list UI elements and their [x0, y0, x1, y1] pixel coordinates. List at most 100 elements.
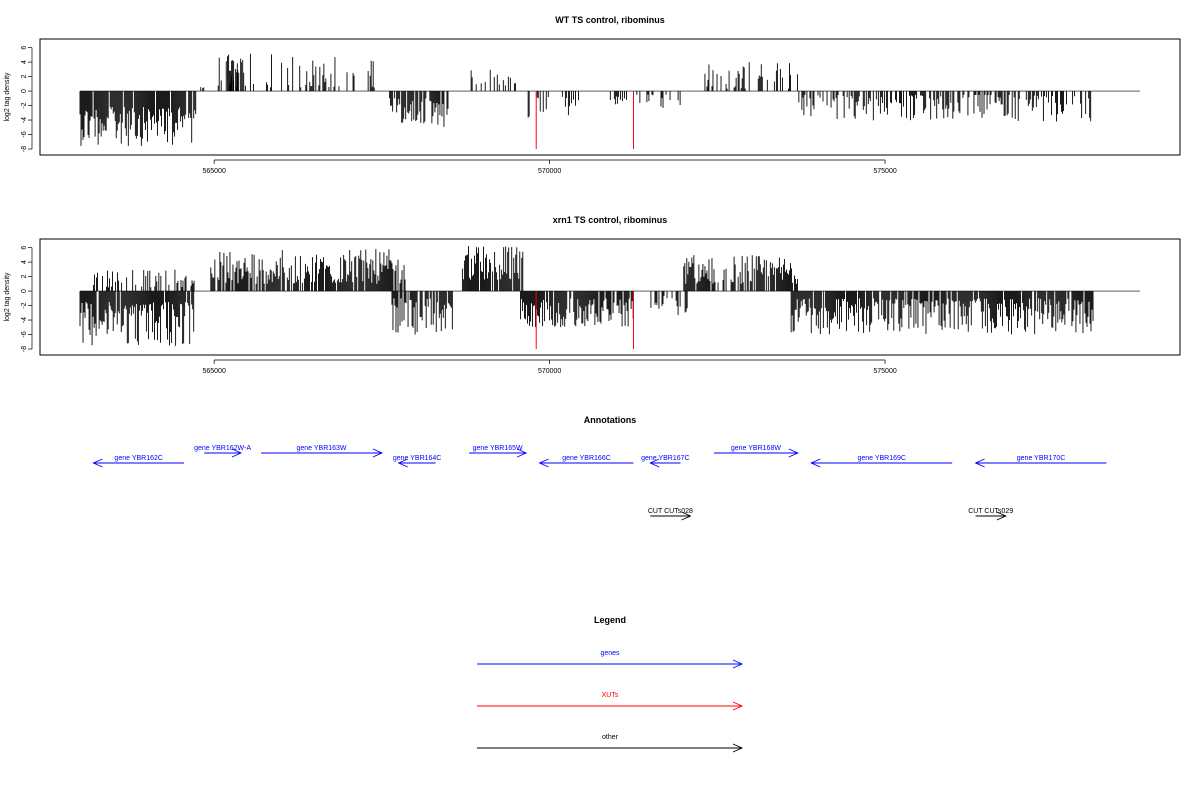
bar-segment: [79, 91, 197, 146]
track-panel-wt: WT TS control, ribominus log2 tag densit…: [4, 15, 1181, 175]
gene-label: gene YBR167C: [641, 455, 690, 462]
annotation-items: gene YBR162C gene YBR162W-A gene YBR163W ge…: [92, 445, 1107, 521]
legend: Legend genes XUTs other: [477, 615, 744, 753]
bar-segment: [636, 91, 681, 108]
arrowhead: [649, 458, 660, 468]
plot-frame-xrn1: [39, 238, 1181, 356]
gene-annotation: gene YBR170C: [974, 455, 1107, 468]
gene-label: gene YBR166C: [562, 455, 611, 462]
gene-label: gene YBR168W: [731, 445, 781, 452]
bar-segment: [79, 291, 195, 346]
x-axis-wt: 565000 570000 575000: [202, 159, 897, 175]
gene-label: gene YBR162W-A: [194, 445, 251, 452]
y-axis-label-xrn1: log2 tag density: [4, 272, 11, 322]
y-tick-label: 0: [21, 289, 28, 293]
gene-annotation: gene YBR169C: [810, 455, 953, 468]
bar-segment: [92, 269, 195, 292]
bar-segment: [227, 54, 245, 92]
other-label: CUT CUTs028: [648, 508, 693, 515]
x-tick-label: 575000: [873, 368, 896, 375]
bar-segment: [650, 291, 688, 316]
y-tick-label: -2: [21, 302, 28, 308]
bar-segment: [519, 291, 634, 328]
x-tick-label: 570000: [538, 168, 561, 175]
x-axis-xrn1: 565000 570000 575000: [202, 359, 897, 375]
arrowhead: [974, 458, 985, 468]
y-tick-label: -8: [21, 346, 28, 352]
bars-wt: [79, 53, 1140, 149]
arrowhead: [732, 743, 744, 753]
gene-annotation: gene YBR165W: [469, 445, 528, 458]
y-tick-label: 6: [21, 246, 28, 250]
track-title-wt: WT TS control, ribominus: [555, 15, 665, 25]
arrowhead: [372, 448, 384, 458]
annotations-title: Annotations: [584, 415, 637, 425]
y-tick-label: 2: [21, 75, 28, 79]
x-tick-label: 570000: [538, 368, 561, 375]
y-axis-wt: -8 -6 -4 -2 0 2 4 6: [21, 46, 33, 152]
arrowhead: [681, 511, 692, 521]
bar-segment: [210, 249, 406, 292]
bar-segment: [461, 246, 524, 292]
arrowhead: [538, 458, 549, 468]
arrowhead: [732, 659, 744, 669]
legend-label: other: [602, 734, 619, 741]
legend-item: genes: [477, 650, 744, 669]
bars-xrn1: [79, 246, 1140, 349]
x-tick-label: 565000: [202, 168, 225, 175]
legend-items: genes XUTs other: [477, 650, 744, 753]
x-tick-label: 575000: [873, 168, 896, 175]
gene-label: gene YBR165W: [473, 445, 523, 452]
y-tick-label: -4: [21, 317, 28, 323]
track-panel-xrn1: xrn1 TS control, ribominus log2 tag dens…: [4, 215, 1181, 375]
plot-frame-wt: [39, 38, 1181, 156]
bar-segment: [527, 91, 579, 118]
bar-segment: [798, 91, 1092, 122]
gene-annotation: gene YBR168W: [713, 445, 799, 458]
bar-segment: [683, 255, 798, 292]
arrowhead: [231, 448, 243, 458]
y-tick-label: 6: [21, 46, 28, 50]
gene-annotation: gene YBR166C: [538, 455, 634, 468]
y-tick-label: 4: [21, 260, 28, 264]
gene-annotation: gene YBR167C: [641, 455, 690, 468]
other-annotation: CUT CUTs028: [648, 508, 693, 521]
legend-title: Legend: [594, 615, 626, 625]
arrowhead: [732, 701, 744, 711]
bar-segment: [609, 91, 627, 105]
bar-segment: [704, 62, 798, 92]
bar-segment: [470, 69, 516, 92]
other-annotation: CUT CUTs029: [968, 508, 1013, 521]
gene-label: gene YBR169C: [857, 455, 906, 462]
bar-segment: [200, 87, 205, 92]
track-title-xrn1: xrn1 TS control, ribominus: [553, 215, 668, 225]
y-tick-label: -6: [21, 131, 28, 137]
y-tick-label: -6: [21, 331, 28, 337]
bar-segment: [217, 53, 375, 92]
y-tick-label: -8: [21, 146, 28, 152]
legend-item: other: [477, 734, 744, 753]
gene-annotation: gene YBR163W: [261, 445, 384, 458]
y-tick-label: 0: [21, 89, 28, 93]
y-tick-label: -2: [21, 102, 28, 108]
gene-label: gene YBR162C: [114, 455, 163, 462]
y-tick-label: -4: [21, 117, 28, 123]
y-axis-label-wt: log2 tag density: [4, 72, 11, 122]
arrowhead: [996, 511, 1007, 521]
y-tick-label: 4: [21, 60, 28, 64]
bar-segment: [389, 91, 449, 127]
gene-label: gene YBR170C: [1017, 455, 1066, 462]
bar-segment: [790, 291, 1094, 335]
arrowhead: [788, 448, 799, 458]
x-tick-label: 565000: [202, 368, 225, 375]
arrowhead: [516, 448, 528, 458]
legend-label: XUTs: [602, 692, 619, 699]
y-axis-xrn1: -8 -6 -4 -2 0 2 4 6: [21, 246, 33, 352]
other-label: CUT CUTs029: [968, 508, 1013, 515]
gene-annotation: gene YBR162C: [92, 455, 184, 468]
arrowhead: [397, 458, 408, 468]
arrowhead: [810, 458, 821, 468]
gene-annotation: gene YBR164C: [393, 455, 441, 468]
